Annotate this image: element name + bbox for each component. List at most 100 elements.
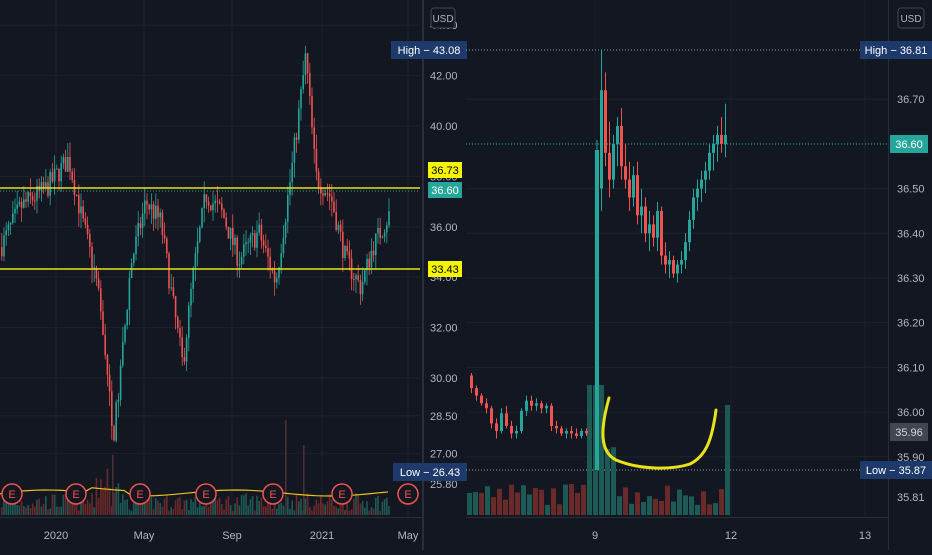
volume-bar [196, 507, 199, 515]
volume-bar [137, 500, 139, 515]
candle [58, 168, 60, 182]
volume-bar [25, 507, 27, 515]
candle [328, 193, 331, 197]
volume-bar [78, 510, 80, 515]
volume-bar [223, 509, 225, 515]
candle [575, 433, 578, 436]
candle [161, 212, 164, 235]
volume-bar [386, 497, 388, 515]
volume-bar [479, 492, 484, 515]
price-tick: 40.00 [430, 121, 458, 133]
x-tick-sep: Sep [222, 530, 242, 542]
candle [535, 403, 538, 406]
volume-bar [119, 502, 122, 515]
candle [117, 399, 120, 403]
candle [157, 205, 159, 218]
low-label-left: Low − 26.43 [393, 463, 467, 481]
earnings-marker[interactable]: E [331, 483, 353, 505]
volume-bar [14, 500, 16, 515]
volume-bar [375, 498, 377, 515]
volume-bar [122, 494, 124, 515]
candle [218, 201, 221, 204]
candle [185, 337, 188, 362]
volume-bar [111, 506, 113, 515]
candle [128, 278, 131, 310]
candle [78, 194, 80, 214]
candle [31, 196, 34, 201]
volume-bar [346, 501, 348, 515]
volume-bar [62, 494, 65, 515]
volume-bar [47, 509, 49, 515]
svg-text:33.43: 33.43 [431, 264, 459, 276]
volume-bar [527, 494, 532, 515]
volume-bar [254, 510, 256, 515]
currency-button-right[interactable]: USD [897, 7, 925, 29]
currency-button-left[interactable]: USD [430, 7, 456, 29]
volume-bar [34, 506, 36, 515]
x-tick-12: 12 [725, 530, 737, 542]
volume-bar [491, 497, 496, 515]
volume-bar [194, 496, 197, 515]
candle [51, 171, 54, 182]
svg-text:Low − 26.43: Low − 26.43 [400, 467, 460, 479]
svg-text:36.73: 36.73 [431, 165, 459, 177]
volume-bar [150, 496, 153, 515]
candle [550, 405, 553, 426]
candle [80, 206, 82, 214]
candle [249, 235, 252, 243]
volume-bar [3, 497, 5, 515]
candle [212, 203, 214, 211]
earnings-marker[interactable]: E [397, 483, 419, 505]
volume-bar [725, 405, 730, 515]
candle [291, 162, 293, 183]
volume-bar [599, 385, 604, 515]
candle [108, 374, 111, 392]
earnings-marker[interactable]: E [1, 483, 23, 505]
volume-bar [276, 508, 278, 515]
volume-bar [95, 477, 98, 515]
volume-bar [291, 500, 293, 515]
candle [93, 267, 95, 269]
volume-bar [713, 503, 718, 515]
candle [60, 163, 62, 182]
candle [14, 208, 16, 214]
candle [333, 201, 335, 213]
candle [45, 182, 47, 189]
candle [163, 234, 166, 239]
volume-bar [335, 506, 337, 515]
volume-bar [545, 504, 550, 515]
candle [708, 152, 711, 171]
earnings-marker[interactable]: E [129, 483, 151, 505]
candle [137, 223, 139, 237]
candle [480, 395, 483, 404]
volume-bar [71, 500, 73, 515]
cup-annotation[interactable] [601, 396, 718, 470]
volume-bar [97, 497, 100, 515]
volume-bar [629, 503, 634, 515]
volume-bar [379, 510, 381, 515]
candle [36, 186, 38, 201]
candle [56, 168, 58, 170]
earnings-marker[interactable]: E [262, 483, 284, 505]
earnings-marker[interactable]: E [65, 483, 87, 505]
volume-bar [53, 494, 56, 515]
candle [179, 328, 181, 338]
volume-bar [214, 493, 216, 515]
right-candles [470, 50, 727, 470]
volume-bar [102, 489, 104, 515]
x-tick-may-2020: May [134, 530, 155, 542]
candle [40, 182, 43, 191]
candle [42, 182, 45, 189]
volume-bar [364, 507, 366, 515]
volume-bar [265, 506, 267, 515]
candle [247, 242, 249, 244]
volume-bar [133, 494, 135, 515]
volume-bar [183, 500, 186, 515]
candle [102, 311, 104, 335]
volume-bar [521, 485, 526, 515]
earnings-marker[interactable]: E [195, 483, 217, 505]
volume-bar [551, 488, 556, 515]
volume-bar [695, 504, 700, 515]
candle [660, 210, 663, 256]
candle [9, 222, 12, 225]
